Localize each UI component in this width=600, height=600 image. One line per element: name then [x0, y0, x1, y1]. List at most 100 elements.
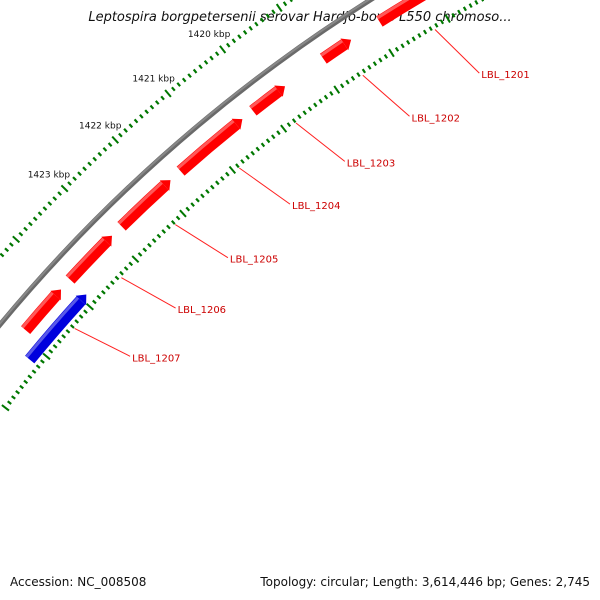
- tick-mark: [87, 161, 92, 167]
- tick-mark: [137, 252, 143, 257]
- tick-mark: [128, 123, 134, 129]
- tick-mark: [394, 46, 400, 52]
- gene-lbl-1204-highlight: [176, 119, 235, 170]
- tick-mark: [231, 38, 237, 44]
- gene-leader-lbl-1203: [295, 122, 346, 162]
- tick-mark: [383, 54, 389, 59]
- gene-label-lbl-1202: LBL_1202: [412, 113, 460, 124]
- tick-mark: [265, 13, 270, 19]
- tick-label-1420: 1420 kbp: [188, 30, 231, 40]
- tick-mark: [27, 374, 33, 380]
- tick-mark: [291, 118, 297, 124]
- tick-mark: [42, 206, 48, 211]
- tick-mark: [339, 83, 345, 89]
- tick-mark: [181, 77, 187, 83]
- tick-mark: [297, 114, 302, 120]
- tick-mark: [119, 270, 124, 276]
- gene-lbl-1207[interactable]: [21, 289, 62, 334]
- tick-mark: [8, 242, 14, 247]
- feature-4[interactable]: [25, 294, 87, 364]
- gene-leader-lbl-1202: [362, 74, 410, 117]
- tick-mark: [203, 60, 209, 65]
- tick-mark: [170, 220, 176, 225]
- tick-mark: [235, 163, 240, 169]
- tick-mark: [171, 86, 176, 92]
- tick-mark: [451, 12, 456, 18]
- gene-lbl-1202[interactable]: [319, 38, 352, 64]
- tick-mark: [69, 324, 75, 329]
- tick-mark: [242, 30, 248, 35]
- gene-lbl-1203-highlight: [249, 86, 278, 109]
- backbone-layer: [0, 0, 375, 329]
- tick-mark: [42, 352, 51, 361]
- tick-mark: [406, 39, 411, 45]
- tick-mark: [200, 193, 205, 199]
- tick-mark: [31, 369, 37, 374]
- tick-mark: [198, 64, 203, 70]
- tick-mark: [481, 0, 485, 2]
- gene-lbl-1201-highlight: [376, 0, 410, 20]
- tick-mark: [164, 89, 172, 98]
- tick-mark: [462, 6, 467, 12]
- tick-mark: [101, 289, 106, 295]
- tick-mark: [23, 226, 28, 232]
- tick-mark: [133, 118, 139, 124]
- tick-mark: [142, 247, 148, 253]
- tick-mark: [77, 171, 82, 177]
- tick-mark: [372, 61, 378, 67]
- tick-mark: [434, 22, 439, 28]
- tick-mark: [128, 261, 134, 267]
- gene-lbl-1203[interactable]: [249, 85, 285, 116]
- tick-mark: [329, 90, 334, 96]
- gene-lbl-1204[interactable]: [176, 118, 243, 176]
- tick-mark: [52, 344, 58, 349]
- topology-text: Topology: circular; Length: 3,614,446 bp…: [260, 575, 590, 589]
- tick-mark: [78, 314, 84, 319]
- tick-mark: [56, 339, 62, 344]
- gene-lbl-1206-highlight: [66, 237, 105, 278]
- tick-mark: [105, 285, 111, 290]
- gene-leader-lbl-1201: [434, 29, 480, 74]
- tick-mark: [149, 104, 155, 110]
- tick-mark: [40, 359, 45, 364]
- tick-mark: [214, 51, 220, 57]
- tick-mark: [271, 9, 276, 15]
- tick-mark: [0, 252, 5, 258]
- tick-mark: [92, 299, 97, 305]
- tick-mark: [107, 142, 113, 148]
- tick-mark: [350, 75, 356, 81]
- tick-mark: [240, 159, 245, 164]
- tick-mark: [361, 68, 367, 74]
- tick-mark: [96, 294, 102, 300]
- tick-mark: [192, 68, 198, 74]
- tick-mark: [67, 181, 72, 186]
- tick-mark: [176, 82, 181, 87]
- tick-mark: [356, 72, 361, 78]
- gene-label-lbl-1204: LBL_1204: [292, 201, 340, 212]
- gene-lbl-1205[interactable]: [117, 180, 171, 231]
- tick-mark: [265, 138, 271, 144]
- gene-label-lbl-1207: LBL_1207: [132, 353, 180, 364]
- tick-mark: [161, 229, 167, 234]
- gene-lbl-1207-body: [21, 291, 61, 334]
- gene-lbl-1202-body: [319, 39, 348, 64]
- tick-mark: [468, 3, 473, 9]
- tick-mark: [123, 128, 128, 133]
- feature-layer: [21, 0, 443, 364]
- gene-lbl-1202-highlight: [320, 39, 344, 57]
- tick-mark: [388, 48, 395, 58]
- gene-lbl-1206[interactable]: [65, 235, 112, 284]
- tick-mark: [147, 242, 152, 248]
- tick-mark: [18, 231, 24, 237]
- inner-tick-ring: [1, 0, 485, 412]
- tick-mark: [323, 94, 329, 100]
- tick-mark: [205, 189, 210, 194]
- tick-mark: [190, 202, 195, 207]
- tick-mark: [123, 266, 129, 271]
- gene-lbl-1201[interactable]: [376, 0, 443, 27]
- tick-mark: [417, 33, 422, 38]
- tick-mark: [474, 0, 479, 5]
- tick-mark: [444, 14, 451, 23]
- tick-mark: [276, 130, 281, 136]
- gene-label-lbl-1201: LBL_1201: [481, 70, 529, 81]
